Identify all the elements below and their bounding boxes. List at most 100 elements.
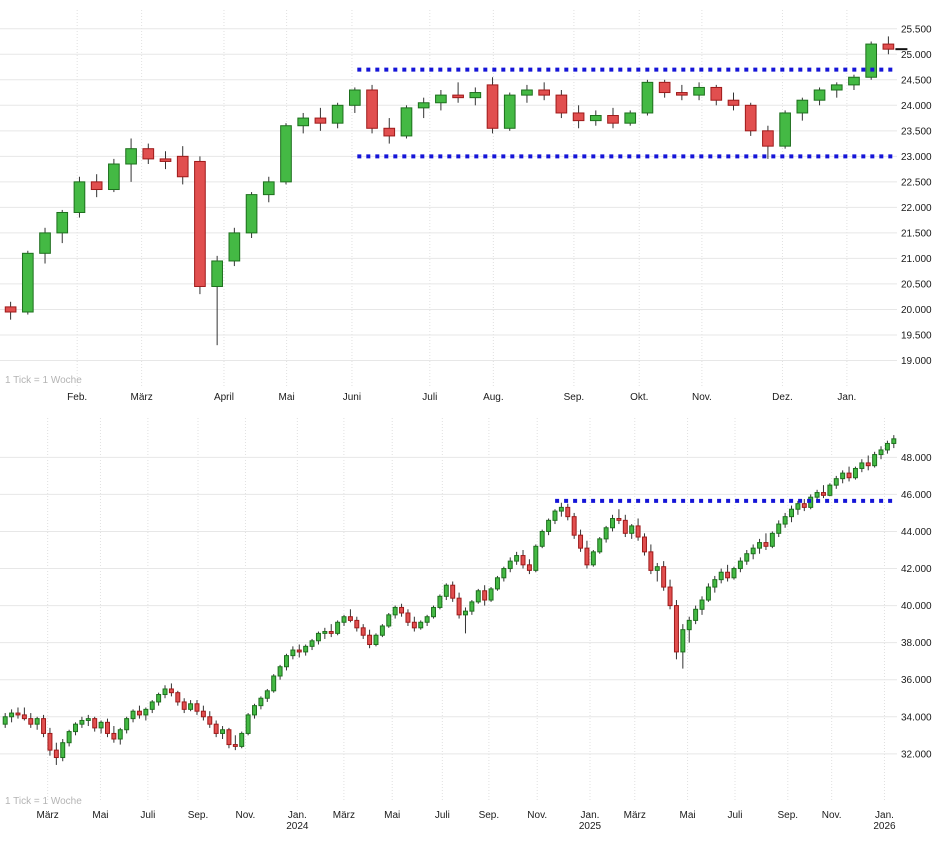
candle — [284, 653, 289, 671]
candle-body — [335, 621, 341, 634]
candle — [373, 633, 379, 647]
candle — [213, 720, 219, 738]
candle — [142, 143, 155, 164]
candle-body — [673, 605, 679, 653]
candle — [2, 713, 8, 728]
candle-body — [245, 714, 251, 734]
candle-body — [418, 621, 424, 629]
candle-body — [680, 629, 686, 653]
axis-labels-layer: 48.000 46.000 44.000 42.000 40.000 38.000 36.0… — [37, 453, 932, 832]
candle — [475, 588, 481, 604]
candle — [463, 607, 468, 634]
candle — [779, 110, 791, 149]
candle — [616, 509, 622, 525]
candle — [252, 703, 257, 719]
candle-body — [520, 555, 526, 566]
candle-body — [277, 666, 283, 677]
candle — [882, 36, 895, 55]
candle-body — [648, 551, 654, 571]
x-axis-label: März — [131, 392, 153, 403]
candle — [117, 727, 123, 745]
candle — [245, 192, 258, 238]
candle-body — [546, 519, 552, 532]
candle-body — [635, 525, 641, 538]
candle-body — [763, 542, 769, 547]
candle-body — [865, 462, 871, 467]
candle — [572, 105, 585, 129]
y-axis-label: 32.000 — [901, 749, 932, 760]
y-axis-label: 21.000 — [901, 254, 932, 265]
candle — [108, 158, 120, 193]
candle — [194, 700, 200, 715]
candle — [801, 499, 807, 512]
candle-body — [884, 442, 890, 451]
candle-body — [168, 688, 174, 694]
candle — [667, 579, 673, 610]
x-axis-label: Juni — [343, 392, 361, 403]
candle — [228, 227, 241, 267]
candle-body — [98, 721, 104, 729]
candle-body — [124, 718, 130, 731]
candle — [90, 174, 103, 198]
x-axis-label: März — [37, 810, 59, 821]
candle-body — [658, 81, 671, 94]
candle-body — [149, 701, 155, 710]
x-axis-label: Sep. — [479, 810, 500, 821]
candle-body — [228, 232, 241, 262]
candle — [514, 551, 520, 565]
candle — [848, 74, 860, 90]
candle — [21, 250, 34, 315]
candle — [725, 564, 731, 582]
y-axis-label: 42.000 — [901, 564, 932, 575]
candle-body — [796, 99, 809, 114]
candle-body — [779, 112, 791, 147]
candle — [73, 176, 86, 218]
candle-body — [712, 579, 718, 588]
x-axis-label: Nov. — [692, 392, 712, 403]
candle — [258, 696, 264, 710]
candle — [111, 726, 117, 743]
candle — [635, 518, 641, 541]
y-axis-label: 20.500 — [901, 279, 932, 290]
upper-chart-canvas[interactable]: 25.500 25.000 24.500 24.000 23.500 23.000 22.5… — [0, 0, 941, 412]
candle-body — [143, 708, 149, 716]
x-axis-label: Feb. — [67, 392, 87, 403]
candle — [533, 544, 539, 573]
axis-labels-layer: 25.500 25.000 24.500 24.000 23.500 23.000 22.5… — [67, 24, 932, 403]
candle-body — [9, 712, 15, 718]
candle — [727, 92, 740, 111]
candle — [796, 97, 809, 121]
candle — [750, 544, 756, 560]
candle-body — [90, 181, 103, 191]
candle — [149, 700, 155, 714]
candle — [830, 82, 843, 98]
candle — [41, 714, 47, 738]
candle — [865, 455, 871, 471]
candle-body — [411, 621, 417, 629]
x-axis-label: Mai — [384, 810, 400, 821]
candle — [676, 84, 688, 101]
candle-body — [661, 566, 667, 588]
candle — [354, 616, 360, 632]
candle — [47, 727, 53, 756]
candle — [399, 603, 405, 617]
candle-body — [565, 506, 571, 518]
x-axis-label: Mai — [279, 392, 295, 403]
candle-body — [710, 86, 723, 101]
candle-body — [331, 104, 344, 124]
candle — [450, 581, 456, 602]
candle — [776, 520, 782, 538]
candle — [846, 466, 852, 482]
y-axis-label: 21.500 — [901, 228, 932, 239]
lower-chart-canvas[interactable]: 48.000 46.000 44.000 42.000 40.000 38.000 36.0… — [0, 412, 941, 856]
candle — [417, 97, 430, 119]
candle-body — [399, 606, 405, 614]
candle — [833, 475, 839, 489]
x-axis-label: März — [333, 810, 355, 821]
candle-body — [821, 492, 826, 496]
candle — [622, 514, 628, 538]
candle-body — [589, 115, 602, 122]
x-axis-year-label: 2025 — [579, 821, 602, 832]
x-axis-label: Juli — [727, 810, 742, 821]
